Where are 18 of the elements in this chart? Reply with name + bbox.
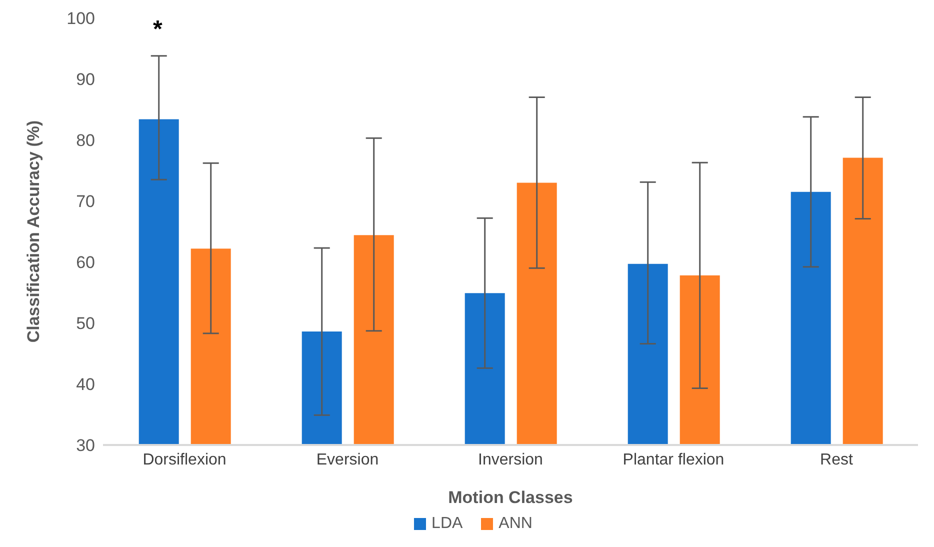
y-tick-label: 40	[76, 375, 95, 394]
x-axis-title: Motion Classes	[448, 488, 573, 507]
x-tick-label: Eversion	[316, 451, 379, 468]
y-tick-label: 90	[76, 70, 95, 90]
x-tick-label: Rest	[820, 451, 854, 468]
x-tick-label: Inversion	[478, 451, 543, 468]
y-tick-label: 60	[76, 253, 95, 272]
x-tick-label: Dorsiflexion	[142, 451, 226, 468]
y-tick-label: 100	[66, 9, 95, 28]
y-axis-title: Classification Accuracy (%)	[24, 120, 44, 343]
legend-label: ANN	[498, 515, 532, 533]
x-tick-label: Plantar flexion	[622, 451, 724, 468]
y-tick-label: 70	[76, 192, 95, 212]
annotation: *	[153, 16, 162, 44]
y-tick-label: 50	[76, 314, 95, 334]
y-tick-label: 30	[76, 436, 95, 456]
y-tick-label: 80	[76, 131, 95, 150]
legend-label: LDA	[430, 515, 463, 533]
